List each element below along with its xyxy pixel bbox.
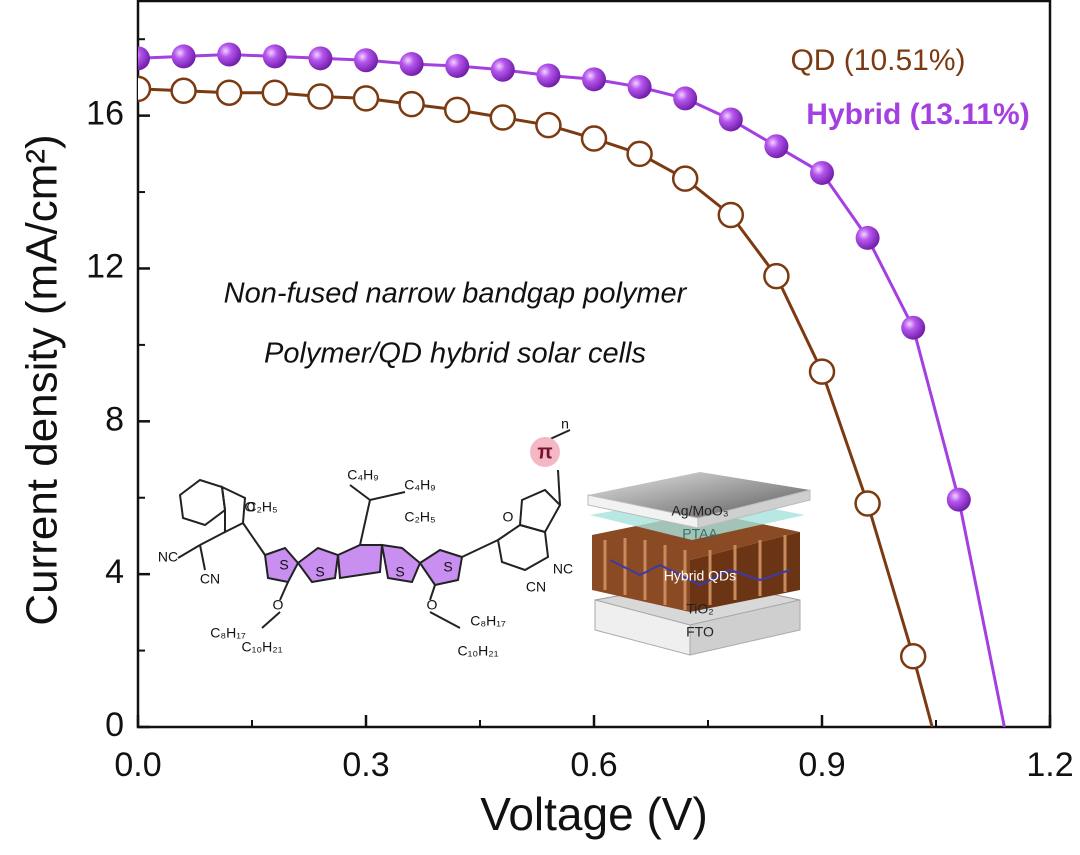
y-tick-label: 12 — [86, 247, 124, 285]
molecule-label: S — [395, 564, 404, 580]
data-point — [673, 86, 698, 111]
molecule-label: CN — [200, 571, 220, 587]
plot-area — [138, 42, 1006, 727]
molecule-sketch — [177, 429, 571, 629]
data-point — [810, 160, 834, 185]
data-point — [399, 52, 424, 77]
data-point — [671, 165, 699, 192]
x-tick-label: 1.2 — [1026, 746, 1073, 784]
x-tick-label: 0.0 — [114, 746, 161, 784]
data-point — [764, 134, 789, 159]
pi-badge — [530, 437, 560, 467]
x-tick-label: 0.3 — [342, 746, 389, 784]
molecule-label: O — [273, 597, 284, 613]
device-label: TiO₂ — [686, 601, 713, 617]
data-point — [445, 53, 470, 78]
molecule-label: O — [245, 499, 256, 515]
legend-entry: QD (10.51%) — [790, 44, 965, 77]
data-point — [171, 44, 196, 69]
molecule-label: C₄H₉ — [347, 467, 379, 483]
data-point — [489, 104, 517, 131]
data-point — [763, 262, 790, 290]
data-point — [627, 74, 652, 99]
data-point — [582, 67, 606, 92]
molecule-label: C₂H₅ — [246, 499, 277, 515]
data-point — [535, 111, 562, 139]
data-point — [901, 315, 926, 340]
legend-entry: Hybrid (13.11%) — [806, 98, 1029, 131]
data-point — [262, 44, 287, 69]
device-label: FTO — [686, 624, 714, 640]
data-point — [580, 125, 608, 152]
series-line — [138, 52, 1006, 727]
x-tick-label: 0.9 — [798, 746, 845, 784]
x-tick-label: 0.6 — [570, 746, 617, 784]
x-axis-label: Voltage (V) — [480, 788, 708, 840]
device-label: Ag/MoO₃ — [671, 503, 728, 519]
device-label: Hybrid QDs — [664, 568, 736, 584]
molecule-label: n — [561, 416, 569, 432]
y-tick-label: 16 — [86, 95, 124, 133]
data-point — [626, 140, 653, 168]
molecule-label: π — [537, 441, 552, 463]
data-point — [138, 46, 150, 71]
annotation: Non-fused narrow bandgap polymer — [224, 278, 688, 310]
data-point — [217, 42, 242, 67]
data-point — [946, 487, 971, 512]
data-point — [170, 77, 197, 105]
molecule-label: CN — [526, 579, 546, 595]
data-point — [261, 79, 289, 106]
y-axis-label: Current density (mA/cm²) — [18, 134, 67, 625]
molecule-label: S — [279, 557, 288, 573]
molecule-label: C₄H₉ — [404, 477, 436, 493]
data-point — [215, 79, 243, 106]
molecule-label: C₂H₅ — [404, 509, 435, 525]
data-point — [718, 107, 743, 132]
y-tick-label: 0 — [105, 706, 124, 744]
device-sketch — [587, 472, 811, 656]
molecule-label: C₁₀H₂₁ — [458, 643, 499, 659]
annotation: Polymer/QD hybrid solar cells — [264, 338, 646, 370]
data-point — [308, 46, 333, 71]
y-tick-label: 8 — [105, 400, 124, 438]
molecule-label: C₈H₁₇ — [470, 613, 506, 629]
data-point — [352, 85, 380, 112]
data-point — [443, 96, 471, 124]
data-point — [899, 643, 927, 670]
data-point — [307, 83, 334, 110]
y-tick-label: 4 — [105, 553, 124, 591]
molecule-label: NC — [158, 549, 178, 565]
data-point — [398, 90, 425, 118]
data-point — [855, 225, 880, 250]
molecule-label: O — [503, 509, 514, 525]
data-point — [717, 201, 745, 229]
molecule-label: S — [443, 559, 452, 575]
molecule-label: C₈H₁₇ — [210, 625, 246, 641]
data-point — [354, 48, 378, 73]
data-point — [854, 490, 881, 517]
series-line — [138, 87, 934, 727]
data-point — [138, 75, 152, 103]
molecule-label: S — [315, 564, 324, 580]
data-point — [490, 57, 515, 82]
device-label: PTAA — [682, 526, 718, 542]
data-point — [808, 358, 836, 385]
molecule-label: O — [427, 597, 438, 613]
data-point — [536, 63, 561, 88]
molecule-label: NC — [553, 561, 573, 577]
molecule-label: C₁₀H₂₁ — [242, 639, 283, 655]
